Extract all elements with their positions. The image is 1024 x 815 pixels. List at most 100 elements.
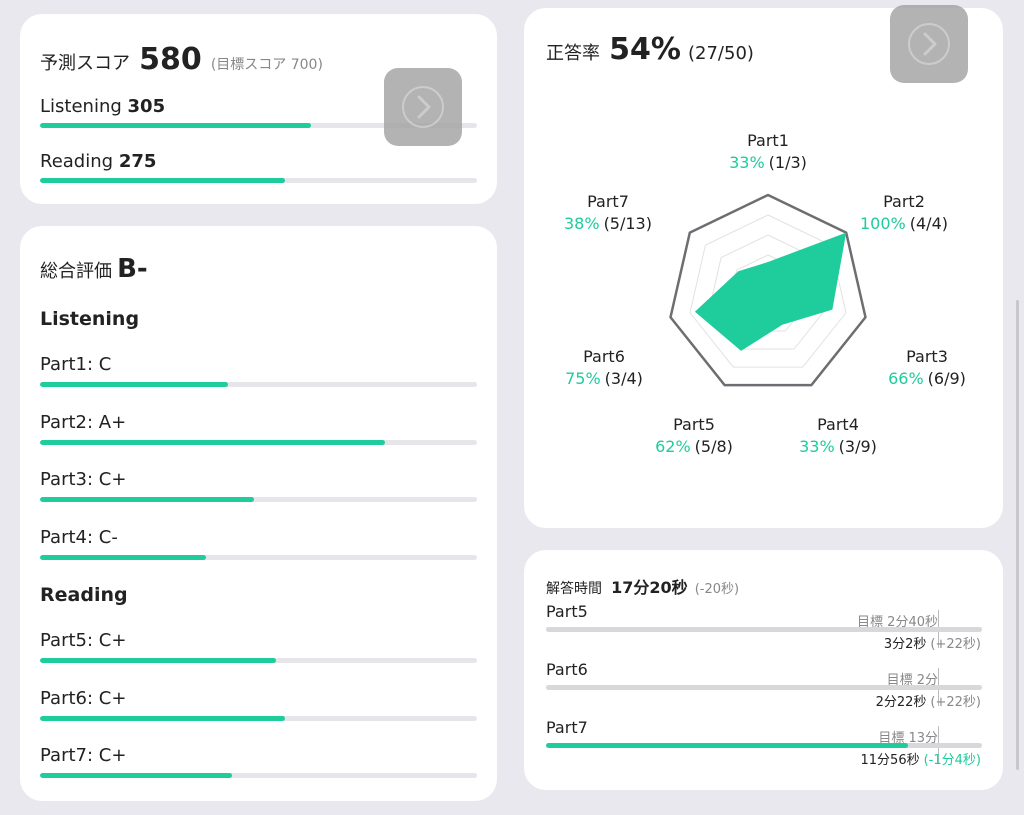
time-row-fill xyxy=(546,627,982,632)
radar-label-name: Part7 xyxy=(587,192,629,211)
reading-section-header: Reading xyxy=(40,584,128,606)
time-row-actual-tick xyxy=(938,632,939,648)
radar-label-part5: Part5 62% (5/8) xyxy=(624,414,764,458)
listening-part-fill xyxy=(40,497,255,502)
radar-label-count: (1/3) xyxy=(768,153,807,172)
reading-part-label: Part7: C+ xyxy=(40,745,127,766)
radar-label-percent: 33% xyxy=(729,153,765,172)
radar-label-count: (5/13) xyxy=(603,214,652,233)
time-row-bar xyxy=(546,743,982,748)
radar-label-percent: 38% xyxy=(564,214,600,233)
listening-score-bar xyxy=(40,123,477,128)
listening-part-label: Part2: A+ xyxy=(40,411,127,433)
time-row-target-tick xyxy=(938,726,939,744)
chevron-right-icon xyxy=(908,23,950,65)
radar-label-part3: Part3 66% (6/9) xyxy=(857,346,997,390)
target-score: (目標スコア 700) xyxy=(210,57,323,73)
radar-outline xyxy=(669,193,867,387)
radar-label-count: (5/8) xyxy=(694,437,733,456)
radar-label-percent: 75% xyxy=(565,369,601,388)
radar-label-part6: Part6 75% (3/4) xyxy=(534,346,674,390)
time-row-fill xyxy=(546,685,982,690)
accuracy-title: 正答率 xyxy=(546,43,600,64)
time-card: 解答時間 17分20秒 (-20秒) Part5 目標 2分40秒 3分2秒 (+22… xyxy=(524,550,1003,790)
predicted-score: 580 xyxy=(139,42,202,77)
listening-part-bar xyxy=(40,497,477,502)
accuracy-radar-chart xyxy=(669,193,867,387)
reading-part-bar xyxy=(40,773,477,778)
reading-part-label: Part6: C+ xyxy=(40,687,127,709)
radar-label-percent: 100% xyxy=(860,214,906,233)
time-row-target: 目標 13分 xyxy=(878,731,938,746)
radar-label-count: (3/4) xyxy=(604,369,643,388)
time-row-target: 目標 2分40秒 xyxy=(857,615,938,630)
radar-label-percent: 66% xyxy=(888,369,924,388)
time-row-actual-value: 3分2秒 xyxy=(883,637,927,652)
time-row-target-tick xyxy=(938,610,939,628)
radar-label-percent: 62% xyxy=(655,437,691,456)
radar-data-shape xyxy=(694,232,847,351)
score-next-button[interactable] xyxy=(384,68,462,146)
reading-score-bar xyxy=(40,178,477,183)
time-row-actual-value: 11分56秒 xyxy=(860,753,920,768)
time-row-actual: 3分2秒 (+22秒) xyxy=(884,633,981,652)
reading-part-fill xyxy=(40,773,233,778)
listening-score-label: Listening 305 xyxy=(40,96,166,117)
radar-label-count: (3/9) xyxy=(838,437,877,456)
radar-label-part2: Part2 100% (4/4) xyxy=(834,191,974,235)
accuracy-percent: 54% xyxy=(609,32,681,67)
listening-part-bar xyxy=(40,554,477,560)
listening-part-fill xyxy=(40,382,228,387)
time-row-target-tick xyxy=(938,668,939,686)
time-row-fill xyxy=(546,743,908,748)
radar-label-part7: Part7 38% (5/13) xyxy=(538,191,678,235)
time-row-actual-tick xyxy=(938,748,939,764)
chevron-right-icon xyxy=(402,86,444,128)
radar-label-count: (4/4) xyxy=(909,214,948,233)
evaluation-heading: 総合評価 B- xyxy=(40,254,148,284)
reading-part-label: Part5: C+ xyxy=(40,630,127,651)
listening-part-fill xyxy=(40,554,207,560)
time-row-delta: (+22秒) xyxy=(930,637,981,652)
reading-part-bar xyxy=(40,715,477,721)
listening-part-label: Part1: C xyxy=(40,354,112,375)
time-row-name: Part5 xyxy=(546,602,588,621)
radar-label-count: (6/9) xyxy=(927,369,966,388)
radar-label-name: Part2 xyxy=(883,192,925,211)
time-row-bar xyxy=(546,627,982,632)
reading-part-bar xyxy=(40,658,477,663)
time-title: 解答時間 xyxy=(546,581,602,597)
reading-score-value: 275 xyxy=(118,151,157,172)
listening-part-bar xyxy=(40,439,477,445)
accuracy-card: 正答率 54% (27/50) Part1 33% (1/3) Part2 100% (4… xyxy=(524,5,1003,528)
radar-label-name: Part3 xyxy=(906,347,948,366)
listening-score-value: 305 xyxy=(127,96,166,117)
score-heading: 予測スコア 580 (目標スコア 700) xyxy=(40,42,323,77)
accuracy-next-button[interactable] xyxy=(890,5,968,83)
scrollbar[interactable] xyxy=(1016,300,1019,770)
time-row-name: Part7 xyxy=(546,718,588,737)
radar-label-part4: Part4 33% (3/9) xyxy=(768,414,908,458)
listening-section-header: Listening xyxy=(40,308,140,330)
time-row-target: 目標 2分 xyxy=(886,673,938,688)
accuracy-count: (27/50) xyxy=(688,43,754,64)
time-row-name: Part6 xyxy=(546,660,588,679)
evaluation-card: 総合評価 B- Listening Part1: C Part2: A+ Part3… xyxy=(20,226,497,801)
time-total: 17分20秒 xyxy=(611,578,688,597)
score-card: 予測スコア 580 (目標スコア 700) Listening 305 Read… xyxy=(20,14,497,204)
overall-grade: B- xyxy=(117,254,148,284)
reading-score-fill xyxy=(40,178,285,183)
time-row-actual: 2分22秒 (+22秒) xyxy=(876,691,981,710)
time-row-actual-tick xyxy=(938,690,939,706)
time-row-delta: (-1分4秒) xyxy=(923,753,981,768)
reading-part-fill xyxy=(40,715,285,721)
time-row-bar xyxy=(546,685,982,690)
radar-label-name: Part1 xyxy=(747,131,789,150)
time-row-actual-value: 2分22秒 xyxy=(875,695,927,710)
evaluation-title: 総合評価 xyxy=(40,261,112,282)
score-title: 予測スコア xyxy=(40,53,130,74)
reading-score-label: Reading 275 xyxy=(40,151,157,172)
radar-label-name: Part4 xyxy=(817,415,859,434)
time-diff: (-20秒) xyxy=(694,582,740,597)
radar-label-part1: Part1 33% (1/3) xyxy=(698,130,838,174)
